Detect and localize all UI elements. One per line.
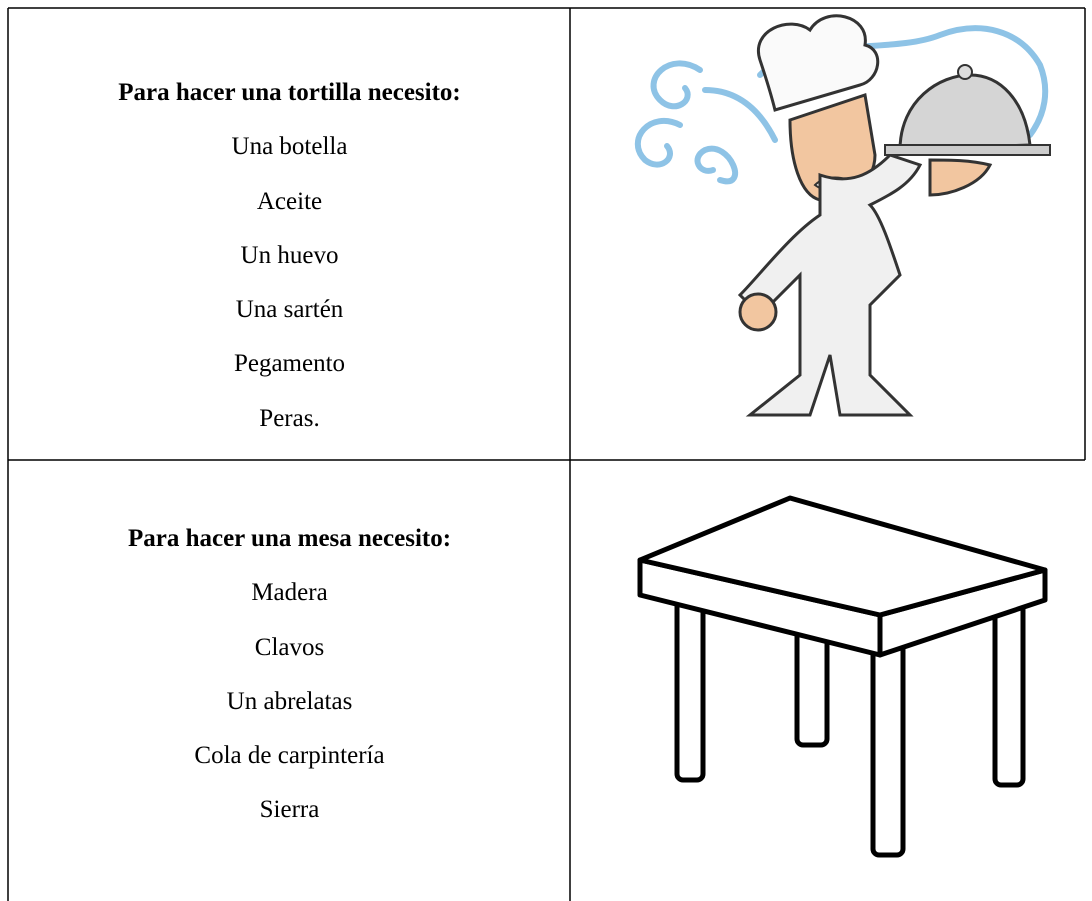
list-item: Un huevo [240,241,339,269]
recipe-cell: Para hacer una tortilla necesito: Una bot… [9,78,570,458]
list-item: Sierra [259,796,320,824]
cell-title: Para hacer una mesa necesito: [127,525,452,552]
list-item: Aceite [256,187,323,215]
list-item: Una sartén [235,296,344,324]
list-item: Un abrelatas [226,687,353,715]
list-item: Clavos [254,633,325,661]
table-illustration [637,495,1048,858]
list-item: Madera [251,579,328,607]
cell-title: Para hacer una tortilla necesito: [118,79,461,106]
list-item: Cola de carpintería [194,742,385,770]
chef-illustration [634,14,1051,417]
recipe-cell: Para hacer una mesa necesito: Madera Clavo… [9,524,570,850]
list-item: Peras. [259,404,320,432]
list-item: Pegamento [233,350,346,378]
list-item: Una botella [231,133,348,161]
